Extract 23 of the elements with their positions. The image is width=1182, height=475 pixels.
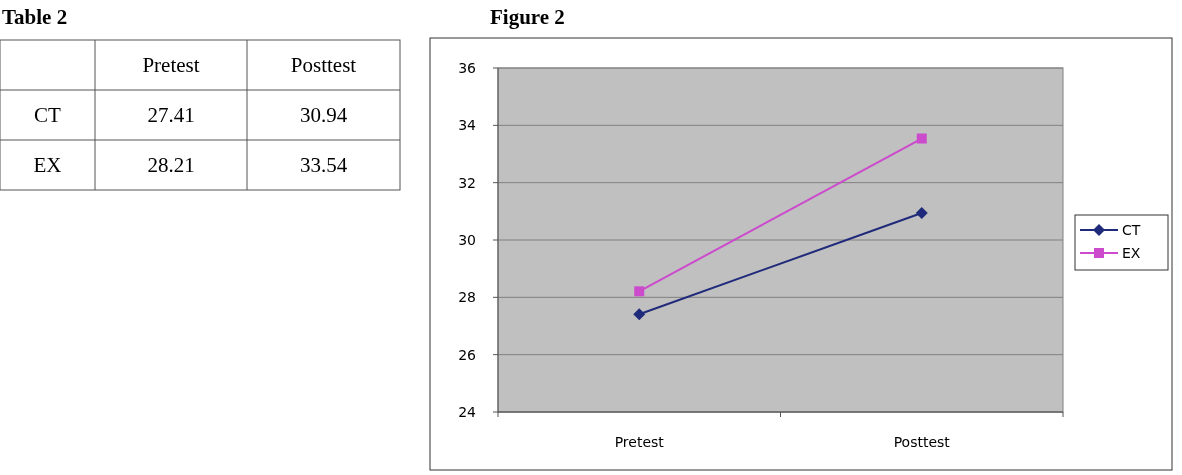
x-tick-label: Pretest <box>142 53 200 77</box>
data-label: 30.94 <box>299 103 348 127</box>
point <box>915 207 928 220</box>
point <box>634 286 645 297</box>
legend-label: CT <box>1122 222 1141 238</box>
y-tick-label: 32 <box>458 174 476 191</box>
y-tick-label: 30 <box>458 232 476 248</box>
x-tick-label: Pretest <box>614 434 665 450</box>
y-tick-label: 36 <box>458 60 477 76</box>
data-label: 27.41 <box>147 103 195 127</box>
y-tick-label: 24 <box>458 404 477 420</box>
y-tick-label: 34 <box>458 117 477 134</box>
legend-label: EX <box>1122 245 1141 261</box>
point <box>916 133 927 144</box>
chart-title: Table 2 <box>2 5 68 29</box>
data-label: 28.21 <box>147 153 195 177</box>
x-tick-label: Posttest <box>893 434 951 450</box>
data-label: 33.54 <box>299 153 348 177</box>
point <box>633 308 646 321</box>
chart-title: Figure 2 <box>490 5 565 29</box>
y-tick-label: 26 <box>458 346 477 363</box>
x-tick-label: Posttest <box>290 53 357 77</box>
y-tick-label: 28 <box>458 289 476 306</box>
